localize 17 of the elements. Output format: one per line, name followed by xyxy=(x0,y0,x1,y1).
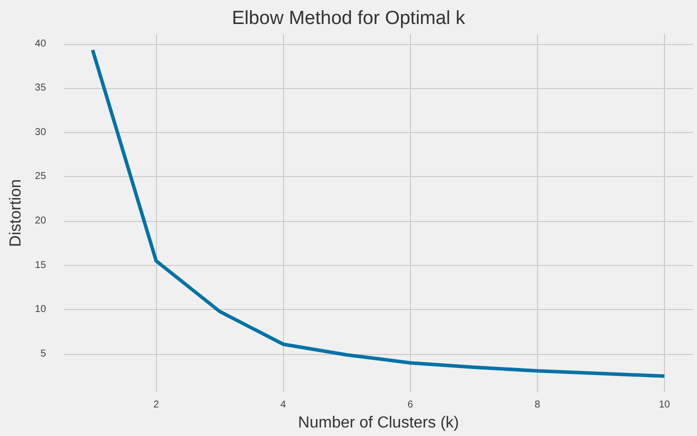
chart-title: Elbow Method for Optimal k xyxy=(232,8,466,29)
x-tick-label: 2 xyxy=(153,400,160,411)
line-series xyxy=(90,48,666,378)
y-tick-label: 35 xyxy=(34,82,46,94)
y-tick-label: 20 xyxy=(34,216,46,227)
x-tick-label: 10 xyxy=(658,400,670,411)
y-tick-label: 15 xyxy=(34,260,46,271)
x-tick-label: 4 xyxy=(280,400,286,411)
y-tick-label: 10 xyxy=(34,304,46,316)
y-axis-title: Distortion xyxy=(8,179,24,247)
x-tick-label: 8 xyxy=(534,400,541,411)
y-tick-label: 40 xyxy=(34,38,46,50)
y-tick-label: 30 xyxy=(34,126,46,138)
y-tick-label: 25 xyxy=(34,171,46,182)
x-axis-title: Number of Clusters (k) xyxy=(298,414,459,432)
y-tick-label: 5 xyxy=(40,348,46,360)
x-tick-label: 6 xyxy=(407,400,414,411)
